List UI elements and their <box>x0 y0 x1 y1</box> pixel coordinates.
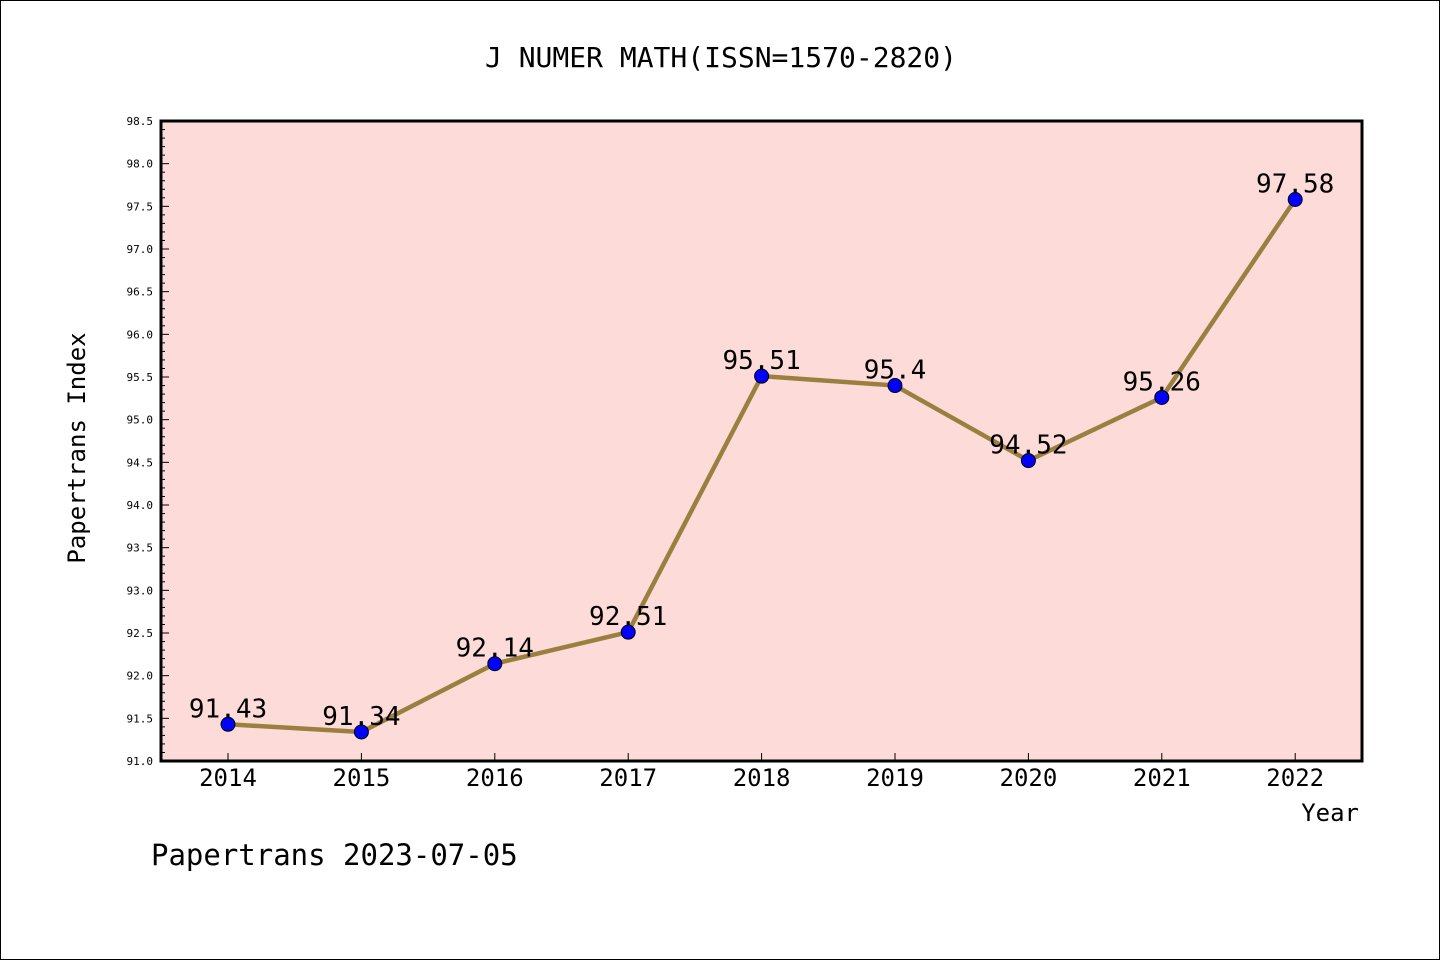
x-tick-label: 2015 <box>333 764 391 792</box>
y-tick-label: 91.5 <box>127 712 154 725</box>
y-tick-label: 95.5 <box>127 371 154 384</box>
data-point <box>1020 453 1036 469</box>
y-axis-label: Papertrans Index <box>63 332 91 563</box>
x-tick-label: 2021 <box>1133 764 1191 792</box>
y-tick-label: 94.0 <box>127 499 154 512</box>
y-tick-label: 93.0 <box>127 584 154 597</box>
y-tick-label: 92.5 <box>127 627 154 640</box>
data-label: 91.43 <box>189 694 267 724</box>
x-tick-label: 2019 <box>866 764 924 792</box>
data-labels: 91.43 91.34 92.14 92.51 95.51 95.4 94.52 95.26 9… <box>189 170 1334 732</box>
y-tick-label: 95.0 <box>127 414 154 427</box>
data-label: 95.26 <box>1123 367 1201 397</box>
y-tick-label: 91.0 <box>127 755 154 768</box>
data-label: 95.51 <box>722 346 800 376</box>
x-tick-label: 2020 <box>1000 764 1058 792</box>
y-tick-label: 96.0 <box>127 328 154 341</box>
y-tick-label: 98.0 <box>127 158 154 171</box>
data-point <box>220 716 236 732</box>
y-tick-label: 97.5 <box>127 200 154 213</box>
data-markers <box>220 192 1303 740</box>
x-axis-label: Year <box>1301 799 1359 827</box>
y-tick-label: 92.0 <box>127 670 154 683</box>
data-point <box>754 368 770 384</box>
x-tick-label: 2016 <box>466 764 524 792</box>
y-tick-label: 94.5 <box>127 456 154 469</box>
x-tick-label: 2022 <box>1266 764 1324 792</box>
data-point <box>887 378 903 394</box>
y-tick-label: 97.0 <box>127 243 154 256</box>
x-tick-label: 2014 <box>199 764 257 792</box>
chart-title: J NUMER MATH(ISSN=1570-2820) <box>485 41 957 74</box>
data-label: 92.14 <box>456 634 534 664</box>
footer-text: Papertrans 2023-07-05 <box>151 838 518 872</box>
data-label: 95.4 <box>864 356 927 386</box>
y-tick-label: 93.5 <box>127 542 154 555</box>
x-tick-label: 2017 <box>599 764 657 792</box>
data-label: 91.34 <box>322 702 400 732</box>
data-point <box>487 656 503 672</box>
data-point <box>620 624 636 640</box>
y-tick-label: 98.5 <box>127 115 154 128</box>
data-point <box>1154 389 1170 405</box>
y-axis: 91.0 91.5 92.0 92.5 93.0 93.5 94.0 94.5 95.0 95.5… <box>127 115 169 768</box>
x-tick-label: 2018 <box>733 764 791 792</box>
data-label: 94.52 <box>989 431 1067 461</box>
data-label: 97.58 <box>1256 170 1334 200</box>
data-point <box>1287 192 1303 208</box>
x-axis: 2014 2015 2016 2017 2018 2019 2020 2021 2022 <box>199 753 1324 792</box>
data-point <box>353 724 369 740</box>
plot-area <box>159 119 1364 763</box>
data-label: 92.51 <box>589 602 667 632</box>
y-tick-label: 96.5 <box>127 286 154 299</box>
